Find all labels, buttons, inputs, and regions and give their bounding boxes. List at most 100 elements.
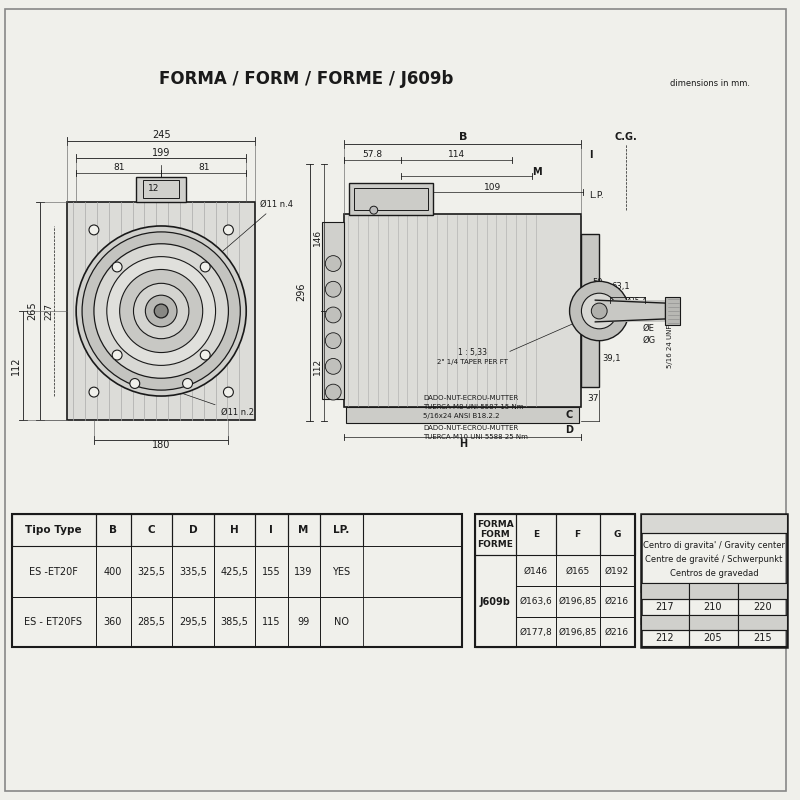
Text: D: D [189,525,197,534]
Text: I: I [269,525,273,534]
Text: 39,1: 39,1 [602,354,620,363]
Circle shape [120,270,202,353]
Bar [641,514,787,534]
Text: 81: 81 [198,163,210,172]
Text: 217: 217 [655,602,674,612]
Circle shape [182,378,193,389]
Text: 45°: 45° [168,313,182,322]
Bar [556,617,600,647]
Bar [214,546,255,597]
Circle shape [89,225,99,235]
Text: 109: 109 [484,183,501,192]
Text: 139: 139 [294,567,313,577]
Text: 199: 199 [152,148,170,158]
Bar [12,514,462,647]
Circle shape [200,262,210,272]
Text: 99: 99 [298,618,310,627]
Bar [516,617,556,647]
Text: Ø177,8: Ø177,8 [519,628,552,637]
Text: Ø146: Ø146 [524,566,548,575]
Text: E: E [533,530,539,539]
Bar [214,597,255,647]
Text: Ø163,6: Ø163,6 [519,598,552,606]
Text: 227: 227 [44,302,53,319]
Circle shape [591,303,607,319]
Text: Ø25,4: Ø25,4 [625,297,647,306]
Text: ØF: ØF [145,302,162,312]
Bar [690,614,738,630]
Bar [474,514,516,555]
Text: Ø192: Ø192 [605,566,629,575]
Bar [288,597,320,647]
Text: 296: 296 [297,283,306,302]
Bar [595,300,666,322]
Bar [172,546,214,597]
Text: FORMA / FORM / FORME / J609b: FORMA / FORM / FORME / J609b [159,70,454,88]
Bar [641,614,690,630]
Bar [556,586,600,617]
Text: 146: 146 [313,230,322,246]
Bar [738,598,787,614]
Bar [67,202,255,420]
Text: 335,5: 335,5 [179,567,206,577]
Text: 12: 12 [147,184,159,193]
Bar [288,514,320,546]
Text: 50: 50 [592,278,602,287]
Bar [130,597,172,647]
Bar [320,514,363,546]
Text: C.G.: C.G. [614,132,638,142]
Text: 180: 180 [152,441,170,450]
Text: Ø196,85: Ø196,85 [558,628,597,637]
Text: YES: YES [332,567,350,577]
Text: 50,2: 50,2 [592,292,610,301]
Circle shape [146,295,177,327]
Bar [12,546,96,597]
Text: 360: 360 [103,618,122,627]
Text: Tipo Type: Tipo Type [25,525,82,534]
Bar [96,597,130,647]
Bar [556,555,600,586]
Circle shape [326,333,341,349]
Circle shape [326,307,341,323]
Text: Ø216: Ø216 [605,628,629,637]
Text: H: H [458,438,467,449]
Bar [600,586,635,617]
Text: 205: 205 [704,634,722,643]
Text: C: C [147,525,155,534]
Text: TUERCA-M8 UNI 5587 15 Nm: TUERCA-M8 UNI 5587 15 Nm [423,404,524,410]
Bar [137,177,186,202]
Bar [738,614,787,630]
Text: Ø165: Ø165 [566,566,590,575]
Bar [738,630,787,646]
Bar [320,546,363,597]
Bar [600,555,635,586]
Text: 37: 37 [587,394,599,402]
Bar [556,514,600,555]
Text: Ø11 n.2: Ø11 n.2 [170,389,254,417]
Bar [255,546,288,597]
Circle shape [326,384,341,400]
Text: 5/16 24 UNF-2B: 5/16 24 UNF-2B [667,313,674,368]
Text: TUERCA-M10 UNI 5588 25 Nm: TUERCA-M10 UNI 5588 25 Nm [423,434,528,439]
Bar [690,630,738,646]
Circle shape [326,256,341,271]
Text: DADO-NUT-ECROU-MUTTER: DADO-NUT-ECROU-MUTTER [423,425,518,430]
Text: ES - ET20FS: ES - ET20FS [24,618,82,627]
Text: ØG: ØG [642,336,655,345]
Text: M: M [298,525,309,534]
Text: 114: 114 [448,150,466,159]
Circle shape [112,262,122,272]
Bar [346,407,579,422]
Bar [255,597,288,647]
Text: 210: 210 [704,602,722,612]
Circle shape [370,206,378,214]
Text: ET20FS-130: ET20FS-130 [639,618,690,627]
Text: 1 : 5,33: 1 : 5,33 [458,348,487,357]
Text: D: D [566,425,574,434]
Circle shape [82,232,240,390]
Bar [288,546,320,597]
Bar [349,183,433,215]
Text: ES20F-200: ES20F-200 [740,586,785,595]
Bar [516,586,556,617]
Text: dimensions in mm.: dimensions in mm. [670,79,750,88]
